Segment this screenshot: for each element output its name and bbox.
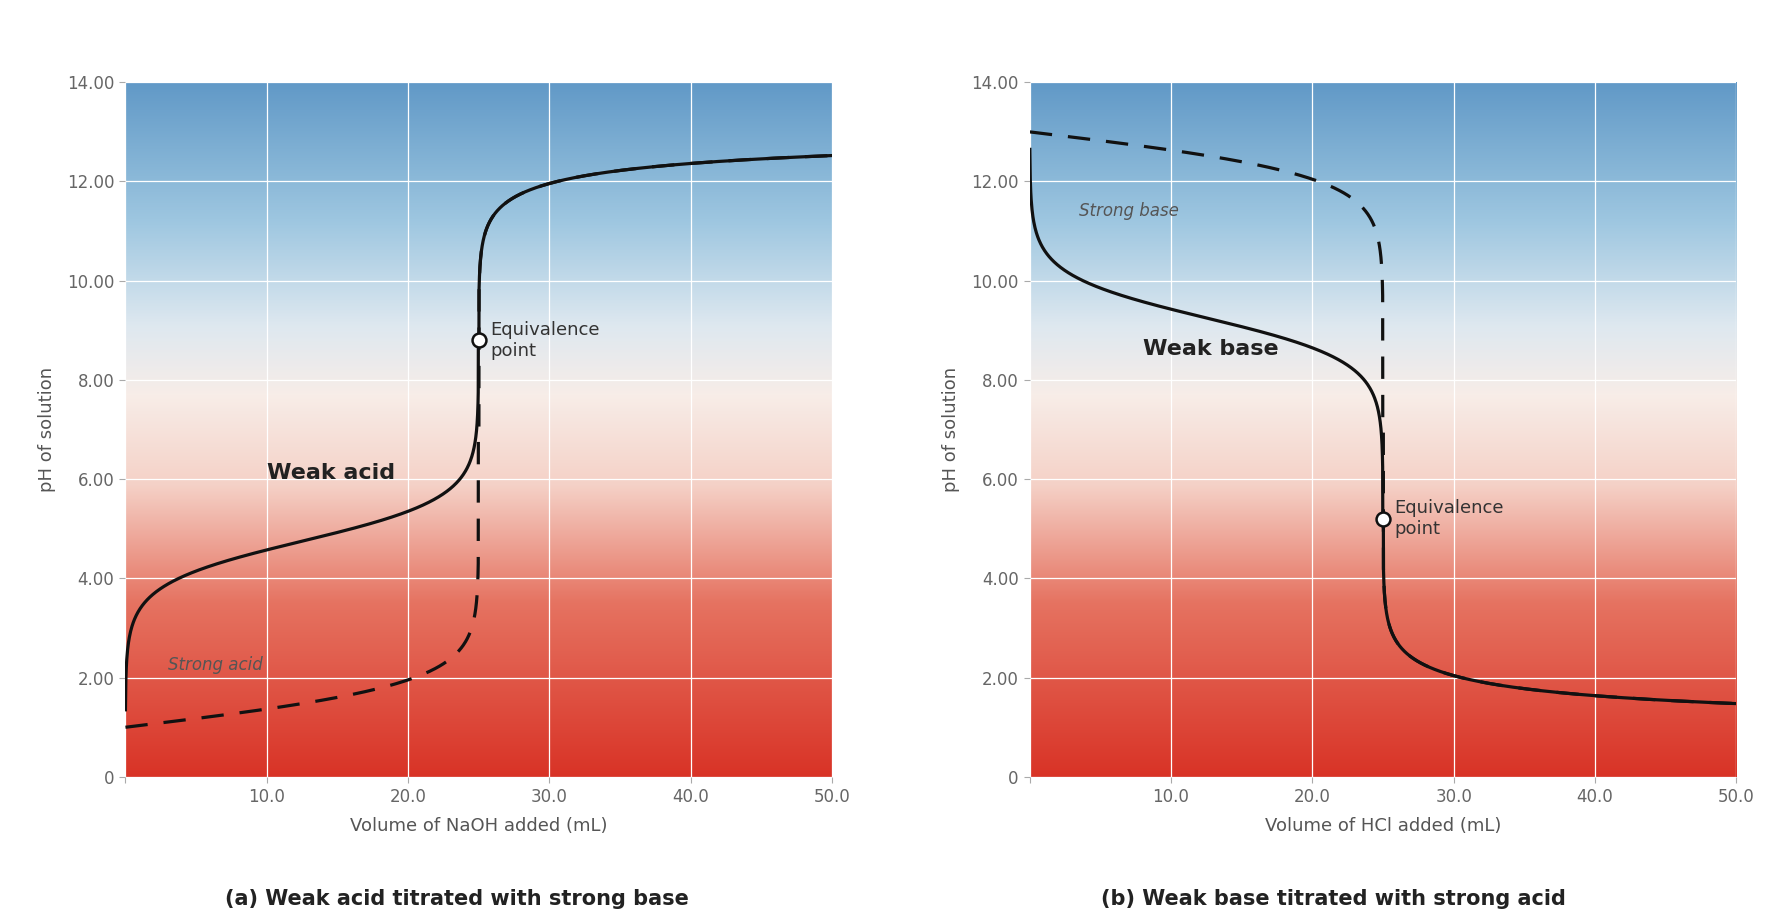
Text: Strong base: Strong base	[1079, 202, 1179, 220]
Text: Weak base: Weak base	[1141, 339, 1277, 359]
Text: (a) Weak acid titrated with strong base: (a) Weak acid titrated with strong base	[224, 888, 689, 909]
Text: Weak acid: Weak acid	[267, 463, 395, 484]
Text: Strong acid: Strong acid	[168, 656, 263, 675]
Text: Equivalence
point: Equivalence point	[1394, 499, 1503, 538]
X-axis label: Volume of NaOH added (mL): Volume of NaOH added (mL)	[349, 817, 606, 835]
Text: (b) Weak base titrated with strong acid: (b) Weak base titrated with strong acid	[1100, 888, 1565, 909]
X-axis label: Volume of HCl added (mL): Volume of HCl added (mL)	[1265, 817, 1501, 835]
Text: Equivalence
point: Equivalence point	[490, 321, 599, 360]
Y-axis label: pH of solution: pH of solution	[941, 367, 959, 492]
Y-axis label: pH of solution: pH of solution	[38, 367, 55, 492]
